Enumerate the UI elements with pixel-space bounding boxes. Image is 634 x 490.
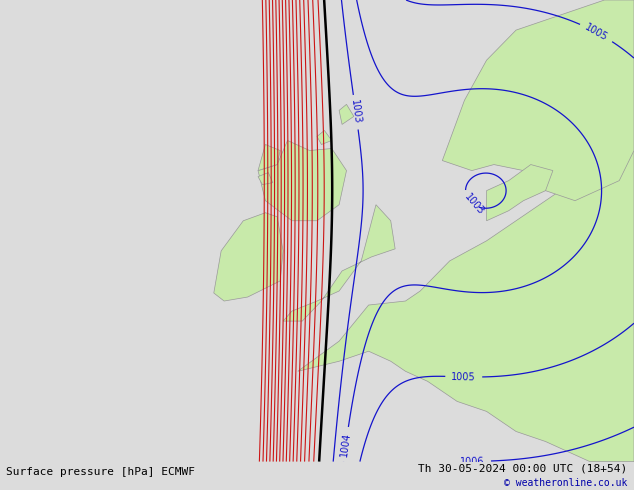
Text: 1005: 1005 xyxy=(451,371,476,382)
Polygon shape xyxy=(258,141,347,221)
Polygon shape xyxy=(258,145,280,171)
Text: 1005: 1005 xyxy=(583,22,610,43)
Text: 1003: 1003 xyxy=(462,192,486,217)
Polygon shape xyxy=(283,205,395,321)
Polygon shape xyxy=(317,130,332,145)
Text: Surface pressure [hPa] ECMWF: Surface pressure [hPa] ECMWF xyxy=(6,466,195,477)
Text: 1004: 1004 xyxy=(339,431,353,457)
Polygon shape xyxy=(298,150,634,462)
Text: 1003: 1003 xyxy=(349,99,362,125)
Text: © weatheronline.co.uk: © weatheronline.co.uk xyxy=(504,478,628,488)
Polygon shape xyxy=(258,172,273,185)
Text: Th 30-05-2024 00:00 UTC (18+54): Th 30-05-2024 00:00 UTC (18+54) xyxy=(418,464,628,474)
Text: 1006: 1006 xyxy=(460,456,485,466)
Polygon shape xyxy=(486,165,553,221)
Polygon shape xyxy=(443,0,634,201)
Polygon shape xyxy=(339,104,354,124)
Polygon shape xyxy=(214,213,283,301)
